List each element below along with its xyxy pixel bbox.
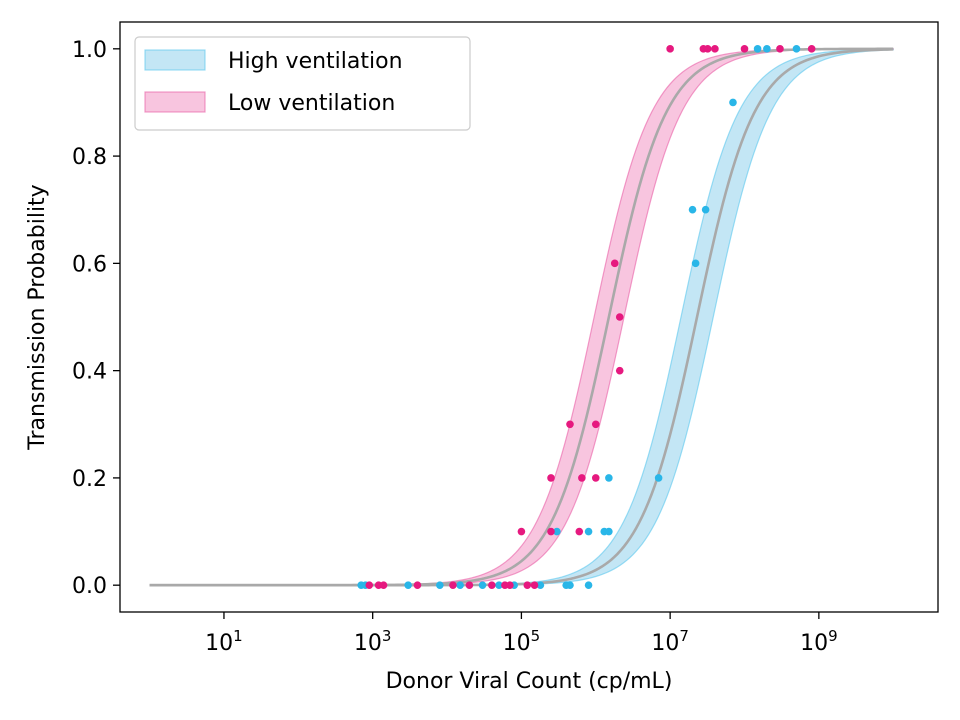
data-point [547,474,555,482]
data-point [495,581,503,589]
legend-swatch-1 [144,91,206,113]
data-point [807,45,816,53]
data-point [615,366,624,375]
data-point [379,581,388,589]
legend-box [134,36,471,131]
data-point [753,45,762,53]
data-point [729,98,737,107]
data-point [523,581,532,589]
data-point [547,527,555,536]
x-tick-label: 107 [651,627,689,656]
data-point [575,527,584,536]
y-tick-label: 0.6 [72,252,107,277]
data-point [703,45,712,53]
data-point [688,205,697,214]
data-point [605,527,613,536]
data-point [776,45,784,53]
data-point [553,527,561,536]
data-point [615,313,624,321]
x-tick-label: 101 [205,627,243,656]
data-point [566,581,574,589]
legend: High ventilation Low ventilation [134,36,471,131]
data-point [591,474,600,482]
legend-label-0: High ventilation [228,49,403,74]
data-point [488,581,496,589]
y-axis-ticks: 0.0 0.2 0.4 0.6 0.8 1.0 [72,38,120,599]
data-point [465,581,474,589]
y-tick-label: 1.0 [72,38,107,63]
data-point [413,581,422,589]
data-points [357,45,816,589]
legend-swatch-0 [144,49,206,71]
data-point [578,474,586,482]
x-tick-label: 109 [800,627,838,656]
data-point [701,205,710,214]
data-point [740,45,749,53]
data-point [792,45,801,53]
data-point [436,581,444,589]
data-point [763,45,771,53]
data-point [506,581,514,589]
data-point [666,45,674,53]
data-point [456,581,464,589]
data-point [610,259,619,268]
y-tick-label: 0.2 [72,467,107,492]
data-point [517,527,526,536]
x-axis-label: Donor Viral Count (cp/mL) [386,669,673,694]
legend-label-1: Low ventilation [228,91,395,116]
data-point [566,420,574,429]
y-axis-label: Transmission Probability [25,184,50,450]
data-point [530,581,539,589]
x-axis-ticks: 101 103 105 107 109 [205,612,838,656]
data-point [365,581,374,589]
data-point [404,581,412,589]
y-tick-label: 0.4 [72,360,107,385]
data-point [711,45,719,53]
x-tick-label: 103 [354,627,392,656]
y-tick-label: 0.0 [72,574,107,599]
data-point [584,527,593,536]
data-point [691,259,700,268]
data-point [605,474,613,482]
data-point [591,420,600,429]
data-point [449,581,457,589]
x-tick-label: 105 [503,627,541,656]
plot-area-frame [119,21,939,613]
data-point [478,581,487,589]
data-point [654,474,663,482]
data-point [584,581,593,589]
data-point [536,581,545,589]
y-tick-label: 0.8 [72,145,107,170]
